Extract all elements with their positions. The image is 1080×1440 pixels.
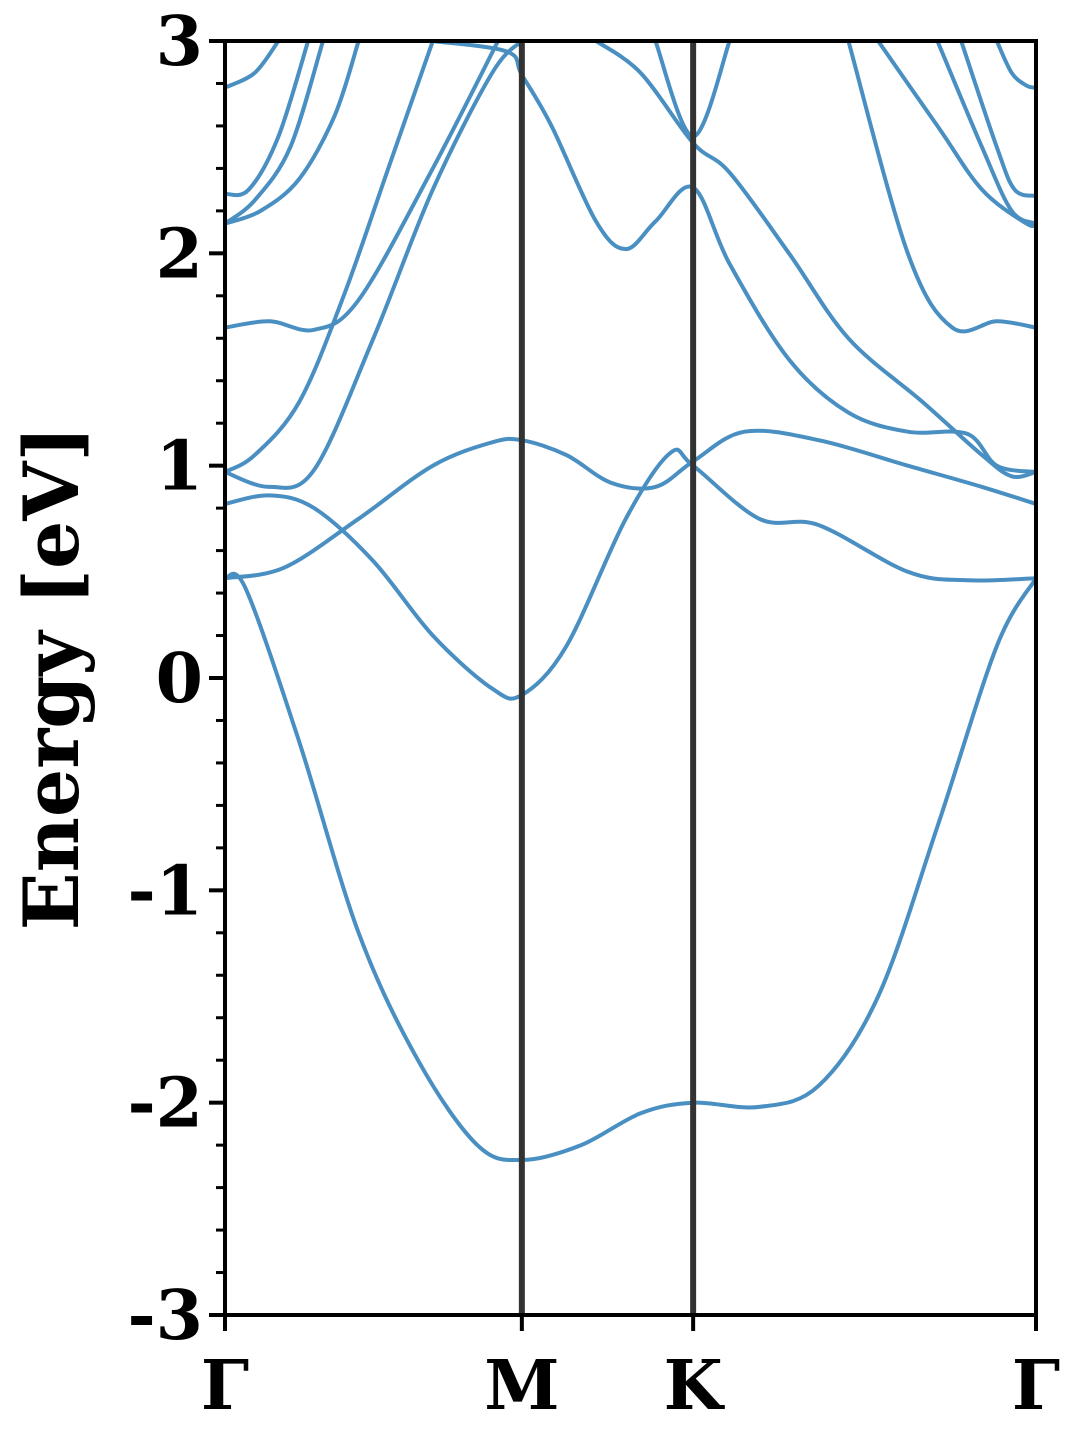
plot-frame: [223, 39, 1038, 1317]
y-tick-label: 0: [156, 639, 203, 719]
band-line-4: [225, 41, 524, 490]
high-symmetry-lines: [518, 41, 697, 1315]
band-line-2: [225, 428, 1036, 581]
y-tick-label: 3: [156, 2, 203, 82]
x-tick-label: Γ: [201, 1346, 249, 1426]
x-tick-label: M: [484, 1346, 559, 1426]
band-line-17: [225, 41, 311, 198]
band-lines: [225, 41, 1036, 1163]
band-line-10: [846, 41, 1036, 334]
y-tick-label: 2: [156, 214, 203, 294]
y-axis: -3 -2 -1 0 1 2 3: [127, 2, 225, 1356]
band-line-6: [225, 41, 501, 333]
band-line-15: [225, 41, 361, 226]
y-tick-label: -3: [127, 1276, 203, 1356]
band-line-18: [225, 41, 281, 90]
band-line-13: [959, 41, 1036, 198]
band-line-16: [225, 41, 325, 226]
band-line-8: [594, 41, 1036, 479]
band-line-11: [876, 41, 1036, 229]
y-tick-label: 1: [156, 427, 203, 507]
band-line-5: [225, 41, 435, 474]
band-line-12: [935, 41, 1036, 226]
x-tick-label: K: [664, 1346, 726, 1426]
band-line-3: [225, 447, 1036, 701]
band-line-14: [994, 41, 1036, 90]
band-line-1: [225, 571, 1036, 1163]
y-tick-label: -2: [127, 1064, 203, 1144]
y-axis-title: Energy [eV]: [7, 426, 96, 931]
y-tick-label: -1: [127, 851, 203, 931]
x-tick-label: Γ: [1012, 1346, 1060, 1426]
